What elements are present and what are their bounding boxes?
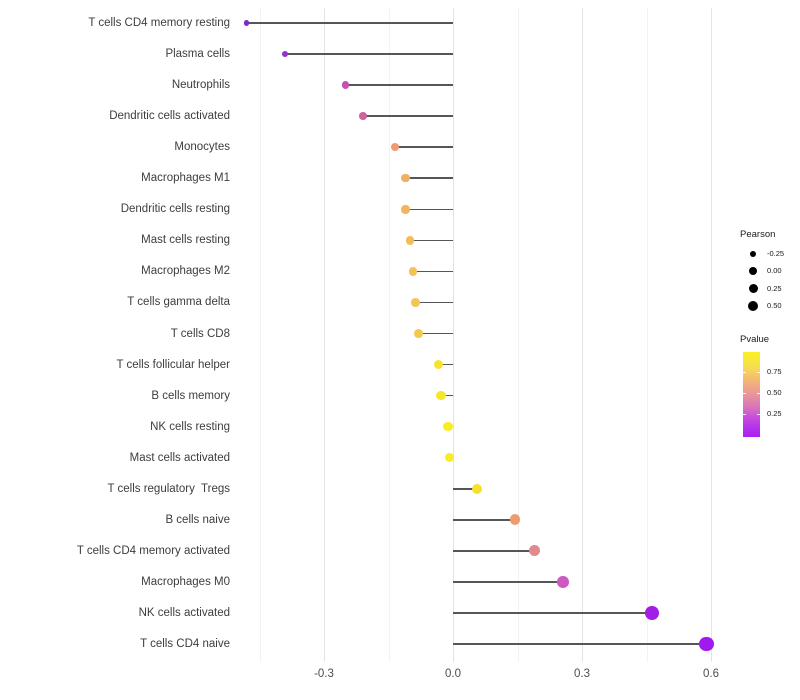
lollipop-stem — [453, 643, 707, 645]
lollipop-dot — [645, 606, 659, 620]
cell-type-label: B cells memory — [151, 389, 230, 402]
x-tick-label: 0.6 — [703, 668, 719, 680]
cell-type-label: T cells CD4 memory resting — [88, 17, 230, 29]
gradient-bar-tick — [757, 392, 760, 394]
lollipop-dot — [436, 390, 446, 401]
lollipop-stem — [453, 612, 653, 614]
lollipop-stem — [440, 394, 453, 397]
major-gridline — [324, 8, 325, 662]
plot-panel — [238, 8, 725, 662]
lollipop-dot — [390, 143, 400, 152]
size-legend-label: -0.25 — [767, 249, 785, 258]
cell-type-label: Mast cells activated — [129, 451, 230, 464]
lollipop-stem — [453, 581, 564, 583]
cell-type-label: T cells CD8 — [170, 327, 230, 340]
lollipop-dot — [472, 483, 483, 494]
minor-gridline — [646, 8, 648, 662]
lollipop-dot — [529, 545, 541, 557]
lollipop-stem — [345, 84, 453, 86]
minor-gridline — [388, 8, 390, 662]
lollipop-stem — [453, 519, 515, 521]
lollipop-dot — [401, 205, 410, 214]
pvalue-legend-label: 0.25 — [767, 409, 782, 419]
lollipop-dot — [699, 636, 715, 652]
gradient-bar-tick — [757, 414, 760, 416]
size-legend-dot — [748, 284, 758, 294]
cell-type-label: T cells follicular helper — [116, 358, 230, 371]
pvalue-gradient-bar — [743, 352, 760, 437]
x-tick-label: -0.3 — [314, 668, 334, 680]
lollipop-stem — [405, 177, 453, 180]
major-gridline — [453, 8, 454, 662]
gradient-bar-tick — [757, 371, 760, 373]
lollipop-dot — [282, 51, 289, 58]
pvalue-legend-label: 0.50 — [767, 387, 782, 397]
lollipop-dot — [444, 452, 455, 463]
lollipop-stem — [418, 332, 453, 335]
cell-type-label: T cells CD4 memory activated — [76, 544, 230, 557]
lollipop-stem — [246, 22, 453, 24]
lollipop-stem — [394, 146, 453, 148]
cell-type-label: Macrophages M1 — [141, 172, 230, 185]
lollipop-stem — [410, 239, 453, 242]
size-legend-label: 0.50 — [767, 301, 782, 311]
cell-type-label: T cells regulatory Tregs — [107, 482, 230, 495]
lollipop-dot — [244, 20, 250, 26]
lollipop-stem — [415, 301, 453, 304]
size-legend-dot — [749, 250, 757, 258]
lollipop-dot — [410, 298, 420, 307]
lollipop-dot — [358, 112, 367, 120]
gradient-bar-tick — [743, 392, 746, 394]
lollipop-dot — [414, 329, 423, 338]
lollipop-dot — [434, 359, 444, 370]
minor-gridline — [517, 8, 519, 662]
gradient-bar-tick — [743, 414, 746, 416]
cell-type-label: Dendritic cells activated — [109, 110, 230, 123]
cell-type-label: Plasma cells — [165, 48, 230, 61]
lollipop-stem — [453, 487, 478, 490]
x-tick-label: 0.3 — [574, 668, 590, 680]
lollipop-stem — [438, 363, 453, 366]
lollipop-stem — [453, 550, 535, 552]
minor-gridline — [259, 8, 261, 662]
cell-type-label: Dendritic cells resting — [120, 203, 230, 216]
major-gridline — [582, 8, 583, 662]
lollipop-dot — [401, 173, 410, 183]
lollipop-stem — [362, 115, 453, 117]
lollipop-stem — [413, 270, 453, 273]
cell-type-label: Mast cells resting — [141, 234, 230, 247]
cell-type-label: B cells naive — [165, 513, 230, 526]
size-legend-title: Pearson — [740, 229, 776, 240]
cell-type-label: NK cells resting — [150, 420, 230, 433]
color-legend-title: Pvalue — [740, 334, 770, 345]
cell-type-label: Macrophages M0 — [141, 575, 230, 588]
lollipop-dot — [509, 514, 521, 526]
lollipop-stem — [285, 53, 453, 55]
major-gridline — [711, 8, 712, 662]
cell-type-label: T cells CD4 naive — [140, 638, 230, 650]
cell-type-label: Monocytes — [174, 141, 230, 154]
x-tick-label: 0.0 — [445, 668, 461, 680]
lollipop-dot — [443, 421, 453, 432]
pvalue-legend-label: 0.75 — [767, 366, 782, 376]
size-legend-dot — [749, 267, 757, 276]
lollipop-dot — [341, 81, 350, 89]
size-legend-label: 0.25 — [767, 283, 782, 293]
gradient-bar-tick — [743, 371, 746, 373]
lollipop-dot — [557, 575, 569, 588]
cell-type-label: Neutrophils — [171, 79, 230, 92]
cell-type-label: T cells gamma delta — [127, 296, 230, 309]
lollipop-dot — [405, 236, 415, 245]
cell-type-label: Macrophages M2 — [141, 265, 230, 278]
size-legend-dot — [747, 301, 759, 312]
size-legend-label: 0.00 — [767, 266, 782, 276]
lollipop-dot — [408, 267, 418, 276]
lollipop-stem — [405, 208, 453, 211]
cell-type-label: NK cells activated — [138, 606, 230, 619]
